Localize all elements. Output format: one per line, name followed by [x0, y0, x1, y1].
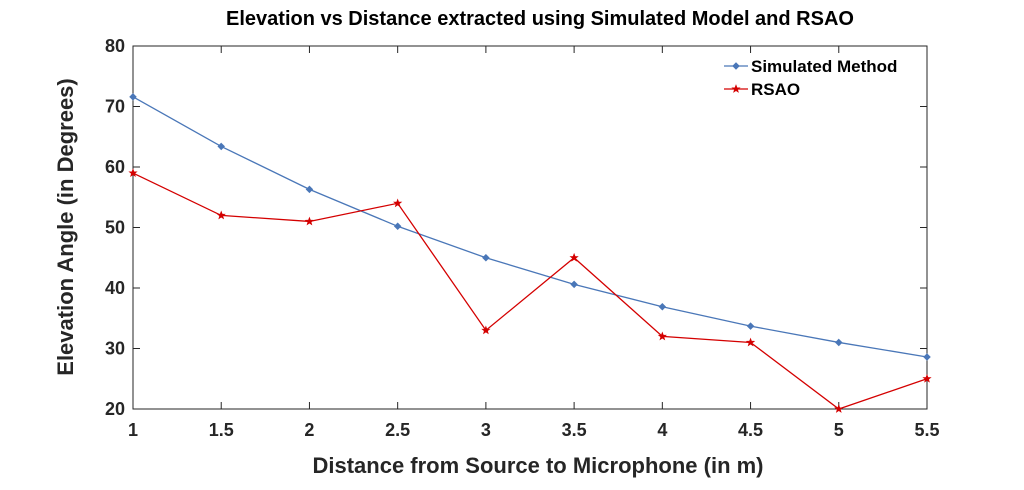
series-layer — [128, 93, 932, 413]
data-point-simulated-method — [482, 253, 490, 262]
x-tick-label: 4.5 — [738, 420, 763, 440]
legend-marker-simulated-method — [732, 62, 740, 70]
data-point-rsao — [922, 373, 932, 383]
y-axis-label: Elevation Angle (in Degrees) — [53, 78, 78, 375]
y-tick-label: 50 — [105, 218, 125, 238]
data-point-simulated-method — [393, 222, 402, 231]
data-point-simulated-method — [129, 93, 137, 101]
data-point-simulated-method — [658, 302, 667, 311]
series-line-rsao — [132, 172, 928, 410]
data-point-simulated-method — [923, 353, 931, 361]
x-axis-label: Distance from Source to Microphone (in m… — [312, 453, 763, 478]
data-point-rsao — [393, 198, 403, 208]
data-point-simulated-method — [305, 185, 314, 194]
data-point-rsao — [745, 337, 756, 347]
legend-label-rsao: RSAO — [751, 80, 800, 99]
chart-title: Elevation vs Distance extracted using Si… — [226, 8, 854, 30]
legend-marker-shape-rsao — [731, 84, 741, 93]
data-point-rsao — [657, 331, 667, 341]
legend: Simulated Method RSAO — [724, 57, 897, 99]
x-tick-label: 5 — [834, 420, 844, 440]
data-point-simulated-method — [570, 280, 578, 289]
legend-marker-rsao — [731, 84, 741, 93]
data-point-rsao — [216, 210, 226, 220]
plot-area: 1 1.5 2 2.5 3 3.5 4 4.5 5 5.5 20 30 40 50 60 70 80 — [105, 36, 940, 440]
data-point-rsao — [304, 216, 315, 226]
legend-label-simulated-method: Simulated Method — [751, 57, 897, 76]
x-tick-label: 4 — [657, 420, 667, 440]
y-tick-label: 40 — [105, 278, 125, 298]
x-tick-label: 2 — [304, 420, 314, 440]
legend-marker-shape-simulated-method — [732, 62, 740, 70]
data-point-simulated-method — [746, 322, 755, 330]
data-point-rsao — [128, 168, 138, 177]
x-tick-label: 1 — [128, 420, 138, 440]
y-tick-label: 60 — [105, 157, 125, 177]
data-point-rsao — [834, 404, 844, 413]
x-tick-label: 5.5 — [914, 420, 939, 440]
x-tick-label: 3 — [481, 420, 491, 440]
plot-frame — [132, 45, 928, 410]
y-tick-label: 20 — [105, 399, 125, 419]
y-tick-label: 30 — [105, 339, 125, 359]
data-point-simulated-method — [835, 338, 843, 347]
series-simulated-method — [129, 93, 931, 361]
data-point-simulated-method — [217, 142, 225, 151]
x-tick-label: 1.5 — [209, 420, 234, 440]
data-point-rsao — [481, 325, 491, 335]
y-tick-label: 80 — [105, 36, 125, 56]
x-tick-label: 2.5 — [385, 420, 410, 440]
data-point-rsao — [569, 252, 579, 262]
x-tick-label: 3.5 — [562, 420, 587, 440]
series-line-simulated-method — [132, 96, 928, 358]
series-rsao — [128, 168, 932, 413]
y-tick-label: 70 — [105, 97, 125, 117]
